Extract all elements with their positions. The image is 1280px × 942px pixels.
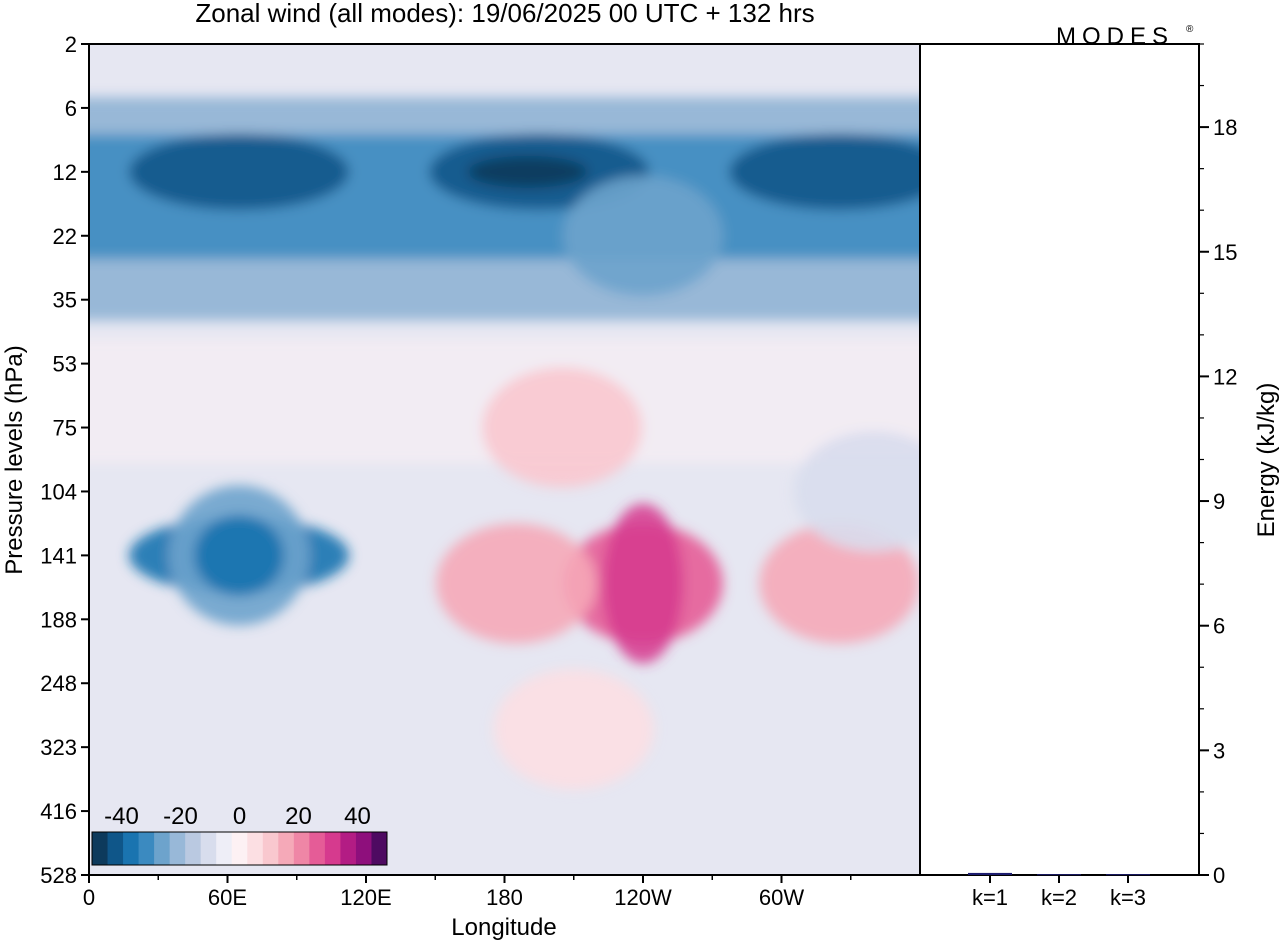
x-tick-label: 60E: [208, 885, 247, 910]
colorbar: -40 -20 0 20 40: [91, 803, 388, 866]
colorbar-swatch: [185, 832, 202, 865]
y-tick-label: 12: [53, 160, 77, 185]
energy-category-label: k=3: [1110, 885, 1146, 910]
x-tick-label: 0: [83, 885, 95, 910]
energy-bar: [1037, 874, 1081, 876]
x-tick-label: 120E: [340, 885, 391, 910]
energy-tick-label: 0: [1213, 863, 1225, 888]
colorbar-swatch: [309, 832, 326, 865]
colorbar-tick-label: -40: [104, 803, 139, 830]
energy-tick-label: 18: [1213, 115, 1237, 140]
field-cell: [129, 133, 350, 210]
y-tick-label: 22: [53, 224, 77, 249]
x-tick-label: 180: [486, 885, 523, 910]
energy-tick-label: 6: [1213, 614, 1225, 639]
colorbar-swatch: [293, 832, 310, 865]
energy-bars: k=1 k=2 k=3: [968, 872, 1150, 910]
y-tick-label: 53: [53, 352, 77, 377]
field-cell: [436, 523, 597, 644]
colorbar-swatch: [169, 832, 186, 865]
energy-axis-label: Energy (kJ/kg): [1253, 383, 1280, 538]
colorbar-frame: [91, 831, 388, 866]
y-tick-label: 104: [40, 479, 77, 504]
field-cell: [729, 133, 920, 210]
field-cell: [563, 175, 723, 296]
colorbar-swatch: [107, 832, 124, 865]
y-tick-label: 141: [40, 543, 77, 568]
chart-title: Zonal wind (all modes): 19/06/2025 00 UT…: [195, 0, 814, 28]
energy-tick-label: 3: [1213, 738, 1225, 763]
energy-tick-label: 9: [1213, 489, 1225, 514]
colorbar-swatch: [200, 832, 217, 865]
y-tick-label: 35: [53, 288, 77, 313]
y-tick-label: 6: [65, 96, 77, 121]
colorbar-tick-label: -20: [163, 803, 198, 830]
energy-category-label: k=1: [972, 885, 1008, 910]
energy-tick-label: 15: [1213, 240, 1237, 265]
pressure-axis: 2 6 12 22 35 53 75 104 141 188 248 323 416 528: [40, 32, 89, 888]
field-cell: [493, 669, 654, 790]
field-cell: [603, 503, 683, 664]
energy-category-label: k=2: [1041, 885, 1077, 910]
y-tick-label: 2: [65, 32, 77, 57]
colorbar-swatch: [138, 832, 155, 865]
colorbar-swatch: [324, 832, 341, 865]
colorbar-swatch: [216, 832, 233, 865]
y-tick-label: 188: [40, 607, 77, 632]
field-cell: [793, 431, 920, 552]
y-tick-label: 528: [40, 863, 77, 888]
y-tick-label: 323: [40, 735, 77, 760]
y-axis-label: Pressure levels (hPa): [1, 345, 28, 574]
wind-field-area: [89, 44, 920, 875]
energy-bar: [968, 872, 1012, 875]
x-tick-label: 120W: [614, 885, 672, 910]
y-tick-label: 75: [53, 416, 77, 441]
colorbar-tick-label: 40: [344, 803, 371, 830]
field-cell: [467, 155, 588, 188]
energy-tick-label: 12: [1213, 364, 1237, 389]
x-tick-label: 60W: [759, 885, 804, 910]
energy-bar: [1106, 874, 1150, 876]
colorbar-swatch: [154, 832, 171, 865]
y-tick-label: 416: [40, 799, 77, 824]
colorbar-swatch: [355, 832, 372, 865]
longitude-axis: 0 60E 120E 180 120W 60W: [83, 875, 852, 910]
energy-axis: 0 3 6 9 12 15 18: [1199, 43, 1237, 888]
colorbar-swatch: [92, 832, 109, 865]
field-cell: [482, 367, 643, 488]
brand-registered-mark: ®: [1186, 24, 1194, 35]
energy-panel-frame: [919, 43, 1200, 876]
colorbar-swatch: [247, 832, 264, 865]
colorbar-swatch: [262, 832, 279, 865]
colorbar-tick-label: 20: [285, 803, 312, 830]
colorbar-swatch: [278, 832, 295, 865]
colorbar-tick-label: 0: [233, 803, 246, 830]
x-axis-label: Longitude: [451, 914, 556, 941]
colorbar-swatch: [123, 832, 140, 865]
colorbar-swatch: [371, 832, 388, 865]
field-cell: [194, 515, 285, 596]
colorbar-swatch: [340, 832, 357, 865]
colorbar-swatch: [231, 832, 248, 865]
field-cell: [759, 523, 920, 644]
y-tick-label: 248: [40, 671, 77, 696]
